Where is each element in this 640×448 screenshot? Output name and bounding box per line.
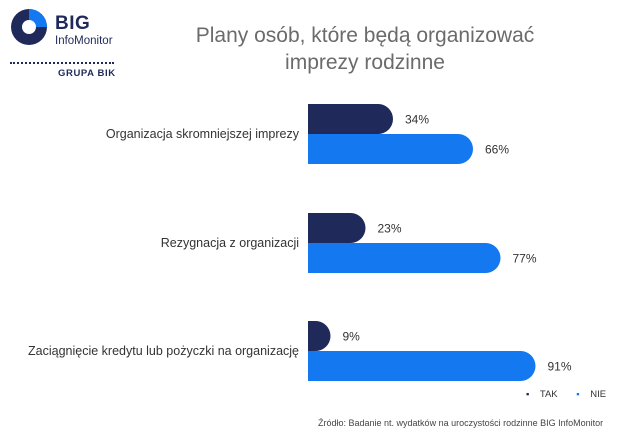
category-label: Organizacja skromniejszej imprezy [106, 127, 300, 141]
bar-value-label: 9% [343, 330, 361, 344]
chart-title: Plany osób, które będą organizować impre… [195, 24, 535, 74]
bar-value-label: 66% [485, 143, 509, 157]
bar-value-label: 77% [513, 252, 537, 266]
logo-circle-icon [11, 9, 47, 45]
logo-infomonitor-text: InfoMonitor [55, 35, 113, 47]
bar-tak [308, 213, 366, 243]
legend-label-tak: TAK [539, 389, 558, 400]
logo-grupa-bik-text: GRUPA BIK [58, 68, 116, 79]
bar-nie [308, 351, 536, 381]
bar-value-label: 91% [548, 360, 572, 374]
legend-item-tak: ▪ TAK [526, 389, 558, 400]
logo-big-text: BIG [55, 13, 91, 34]
category-label: Zaciągnięcie kredytu lub pożyczki na org… [28, 344, 299, 358]
bar-nie [308, 243, 501, 273]
logo-dotted-divider [10, 62, 114, 66]
logo: BIG InfoMonitor GRUPA BIK [10, 8, 120, 79]
chart-legend: ▪ TAK ▪ NIE [526, 389, 622, 400]
bar-tak [308, 104, 393, 134]
bar-value-label: 23% [378, 222, 402, 236]
legend-item-nie: ▪ NIE [576, 389, 607, 400]
source-note: Źródło: Badanie nt. wydatków na uroczyst… [318, 418, 604, 428]
bar-tak [308, 321, 331, 351]
category-label: Rezygnacja z organizacji [161, 236, 299, 250]
bar-nie [308, 134, 473, 164]
legend-label-nie: NIE [590, 389, 607, 400]
bar-value-label: 34% [405, 113, 429, 127]
